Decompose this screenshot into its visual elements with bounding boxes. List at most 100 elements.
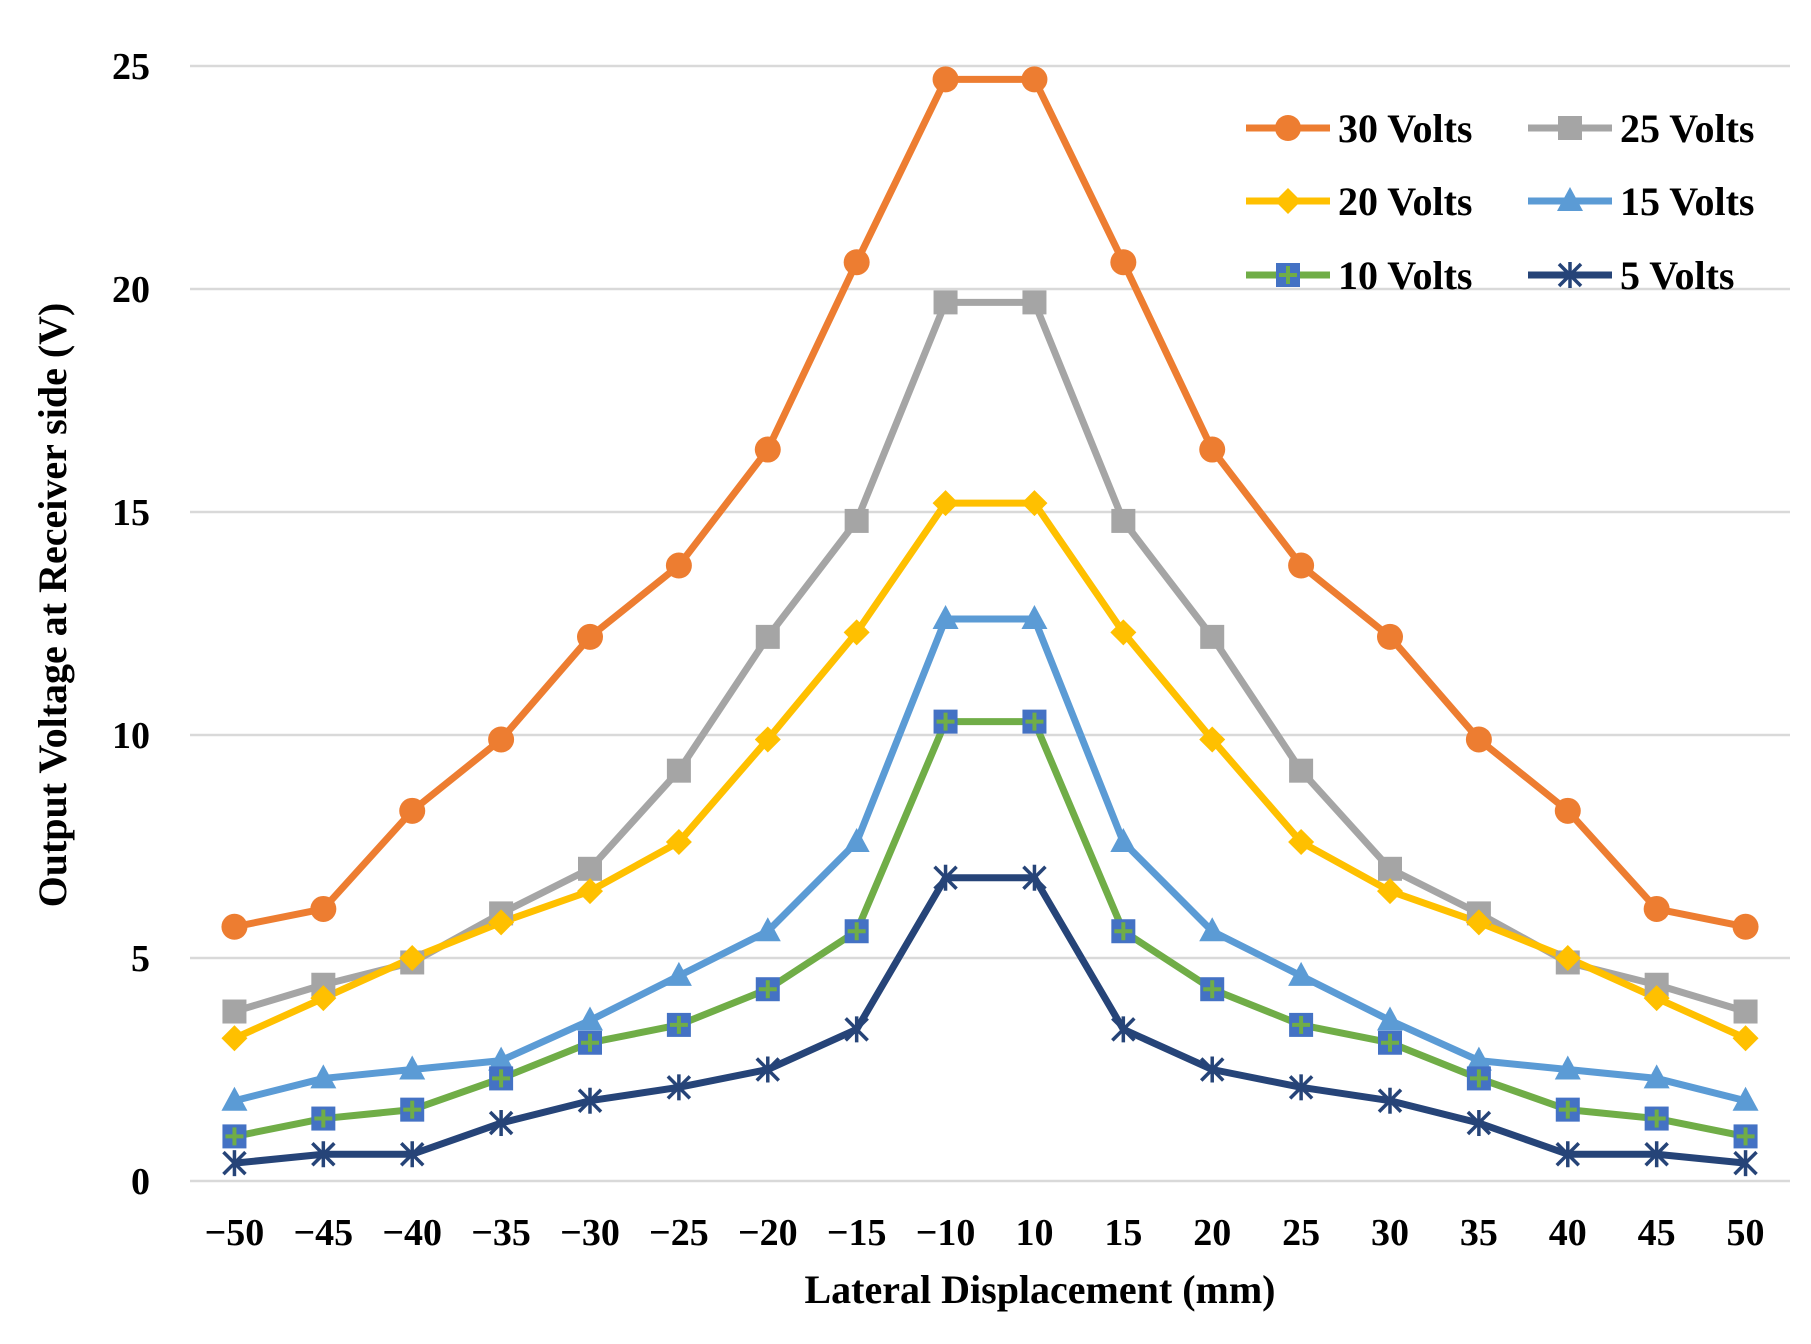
x-tick-label: −35	[471, 1212, 531, 1254]
point-30-volts	[1377, 623, 1403, 650]
point-10-volts	[222, 1124, 247, 1149]
x-tick-label: −45	[294, 1212, 354, 1254]
x-tick-label: 10	[1015, 1212, 1053, 1254]
point-5-volts	[933, 864, 958, 891]
point-15-volts	[1732, 1086, 1759, 1111]
point-10-volts	[1378, 1030, 1402, 1055]
x-tick-label: −30	[560, 1212, 620, 1254]
point-5-volts	[222, 1150, 247, 1177]
point-30-volts	[399, 797, 426, 824]
point-10-volts	[1466, 1066, 1491, 1091]
legend-marker	[1275, 115, 1301, 141]
point-15-volts	[1288, 961, 1315, 986]
legend-item-30-volts: 30 Volts	[1246, 106, 1473, 151]
point-30-volts	[665, 552, 692, 579]
legend-label: 20 Volts	[1338, 179, 1473, 224]
point-25-volts	[933, 290, 958, 315]
point-5-volts	[1111, 1016, 1136, 1043]
y-axis-ticks: 0 5 10 15 20 25	[112, 46, 150, 1203]
point-10-volts	[844, 919, 869, 944]
x-tick-label: 40	[1549, 1212, 1587, 1254]
point-20-volts	[399, 945, 426, 971]
point-30-volts	[1199, 436, 1226, 463]
point-10-volts	[1289, 1012, 1314, 1037]
point-30-volts	[488, 726, 515, 753]
series-line-25-volts	[233, 298, 1747, 1015]
point-15-volts	[843, 828, 870, 853]
point-20-volts	[1199, 726, 1226, 753]
point-10-volts	[1733, 1124, 1758, 1149]
point-15-volts	[399, 1055, 426, 1080]
point-5-volts	[1644, 1141, 1669, 1168]
point-10-volts	[1022, 709, 1047, 734]
x-axis-title: Lateral Displacement (mm)	[805, 1267, 1276, 1312]
point-20-volts	[932, 490, 959, 517]
point-30-volts	[1110, 249, 1137, 276]
point-5-volts	[488, 1110, 514, 1137]
x-tick-label: 25	[1282, 1212, 1320, 1254]
point-30-volts	[754, 436, 781, 463]
x-tick-label: 30	[1371, 1212, 1409, 1254]
point-15-volts	[1554, 1055, 1581, 1080]
point-25-volts	[1733, 999, 1758, 1024]
point-5-volts	[755, 1056, 781, 1083]
point-20-volts	[1021, 490, 1048, 517]
point-20-volts	[310, 985, 337, 1012]
point-15-volts	[1021, 605, 1048, 630]
legend-item-20-volts: 20 Volts	[1246, 179, 1473, 224]
point-5-volts	[844, 1016, 869, 1043]
series-line-20-volts	[233, 499, 1747, 1042]
point-20-volts	[665, 829, 692, 856]
y-axis-title: Output Voltage at Receiver side (V)	[30, 303, 75, 908]
x-tick-label: −40	[382, 1212, 442, 1254]
point-30-volts	[1021, 66, 1048, 93]
point-20-volts	[754, 726, 781, 753]
point-15-volts	[1377, 1006, 1403, 1031]
point-25-volts	[1111, 508, 1136, 533]
point-20-volts	[843, 619, 870, 646]
point-15-volts	[1465, 1046, 1492, 1071]
point-5-volts	[577, 1087, 603, 1114]
point-25-volts	[1022, 290, 1047, 315]
point-15-volts	[577, 1006, 603, 1031]
point-5-volts	[311, 1141, 336, 1168]
x-tick-label: −25	[649, 1212, 709, 1254]
y-tick-label: 0	[131, 1161, 150, 1203]
point-10-volts	[666, 1012, 691, 1037]
point-25-volts	[666, 758, 691, 783]
x-tick-label: 20	[1193, 1212, 1231, 1254]
point-20-volts	[1288, 829, 1315, 856]
point-30-volts	[577, 623, 603, 650]
point-30-volts	[1288, 552, 1315, 579]
point-5-volts	[666, 1074, 692, 1101]
point-20-volts	[1643, 985, 1670, 1012]
legend-label: 30 Volts	[1338, 106, 1473, 151]
y-tick-label: 5	[131, 938, 150, 980]
legend-label: 10 Volts	[1338, 253, 1473, 298]
legend-item-10-volts: 10 Volts	[1246, 253, 1473, 298]
point-15-volts	[932, 605, 959, 630]
point-10-volts	[1555, 1097, 1580, 1122]
point-25-volts	[1378, 856, 1402, 881]
point-30-volts	[1732, 913, 1759, 940]
point-15-volts	[754, 917, 781, 942]
point-25-volts	[578, 856, 602, 881]
y-tick-label: 25	[112, 46, 150, 88]
point-30-volts	[1643, 895, 1670, 922]
point-20-volts	[577, 878, 603, 905]
point-15-volts	[1110, 828, 1137, 853]
point-30-volts	[932, 66, 959, 93]
point-10-volts	[400, 1097, 425, 1122]
legend-marker	[1275, 188, 1301, 214]
point-30-volts	[221, 913, 248, 940]
x-tick-label: −50	[205, 1212, 265, 1254]
legend-marker	[1558, 116, 1582, 140]
point-10-volts	[1111, 919, 1136, 944]
point-20-volts	[1465, 909, 1492, 936]
legend-marker	[1557, 262, 1583, 288]
point-15-volts	[1199, 917, 1226, 942]
point-20-volts	[488, 909, 515, 936]
point-5-volts	[1199, 1056, 1225, 1083]
x-tick-label: 50	[1727, 1212, 1765, 1254]
point-10-volts	[1200, 977, 1225, 1002]
